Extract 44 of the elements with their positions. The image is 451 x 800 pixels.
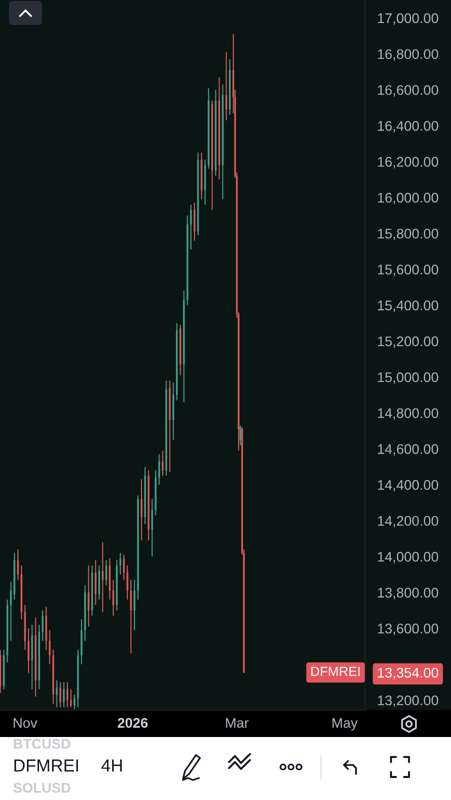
y-tick-label: 16,600.00 [378,85,438,97]
chart-title: DFMREI [14,760,78,772]
y-tick-label: 14,000.00 [378,552,438,564]
candlestick [74,694,76,710]
y-tick-label: 17,000.00 [378,13,438,25]
candlestick [17,548,19,580]
y-tick-label: 15,000.00 [378,372,438,384]
candlestick [70,688,72,708]
x-tick-label: Nov [14,718,38,728]
candlestick [130,579,132,654]
candlestick [94,560,97,606]
x-tick-label: May [332,718,358,731]
y-tick-label: 13,800.00 [378,588,438,600]
y-tick-label: 14,800.00 [378,408,438,420]
y-tick-label: 15,600.00 [378,264,438,276]
x-tick-label: Mar [226,718,249,728]
y-tick-label: 16,000.00 [378,192,438,204]
candlestick [126,564,128,600]
y-tick-label: 13,200.00 [378,695,438,707]
y-tick-label: 14,600.00 [378,444,438,456]
candlestick [151,498,154,558]
candlestick [134,579,136,631]
y-tick-label: 16,800.00 [378,49,438,61]
candlestick [66,682,68,708]
candlestick [80,618,82,665]
y-tick-label: 15,800.00 [378,228,438,240]
y-tick-label: 14,200.00 [378,516,438,528]
candlestick [194,202,196,242]
candlestick [240,424,242,446]
x-tick-label: 2026 [118,718,148,728]
y-tick-label: 15,200.00 [378,336,438,348]
candlestick [122,554,125,580]
y-tick-label: 14,400.00 [378,480,438,492]
y-tick-label: 16,400.00 [378,121,438,132]
candlestick [28,628,30,674]
candlestick [190,204,192,250]
candlestick [140,478,142,541]
text: 4H [101,760,122,772]
text: DFMREI [311,666,360,676]
y-tick-label: 13,600.00 [378,624,438,636]
candlestick [88,564,90,628]
y-tick-label: 13,354.00 [378,668,438,680]
y-tick-label: 16,200.00 [378,156,438,168]
y-tick-label: 15,400.00 [378,300,438,312]
